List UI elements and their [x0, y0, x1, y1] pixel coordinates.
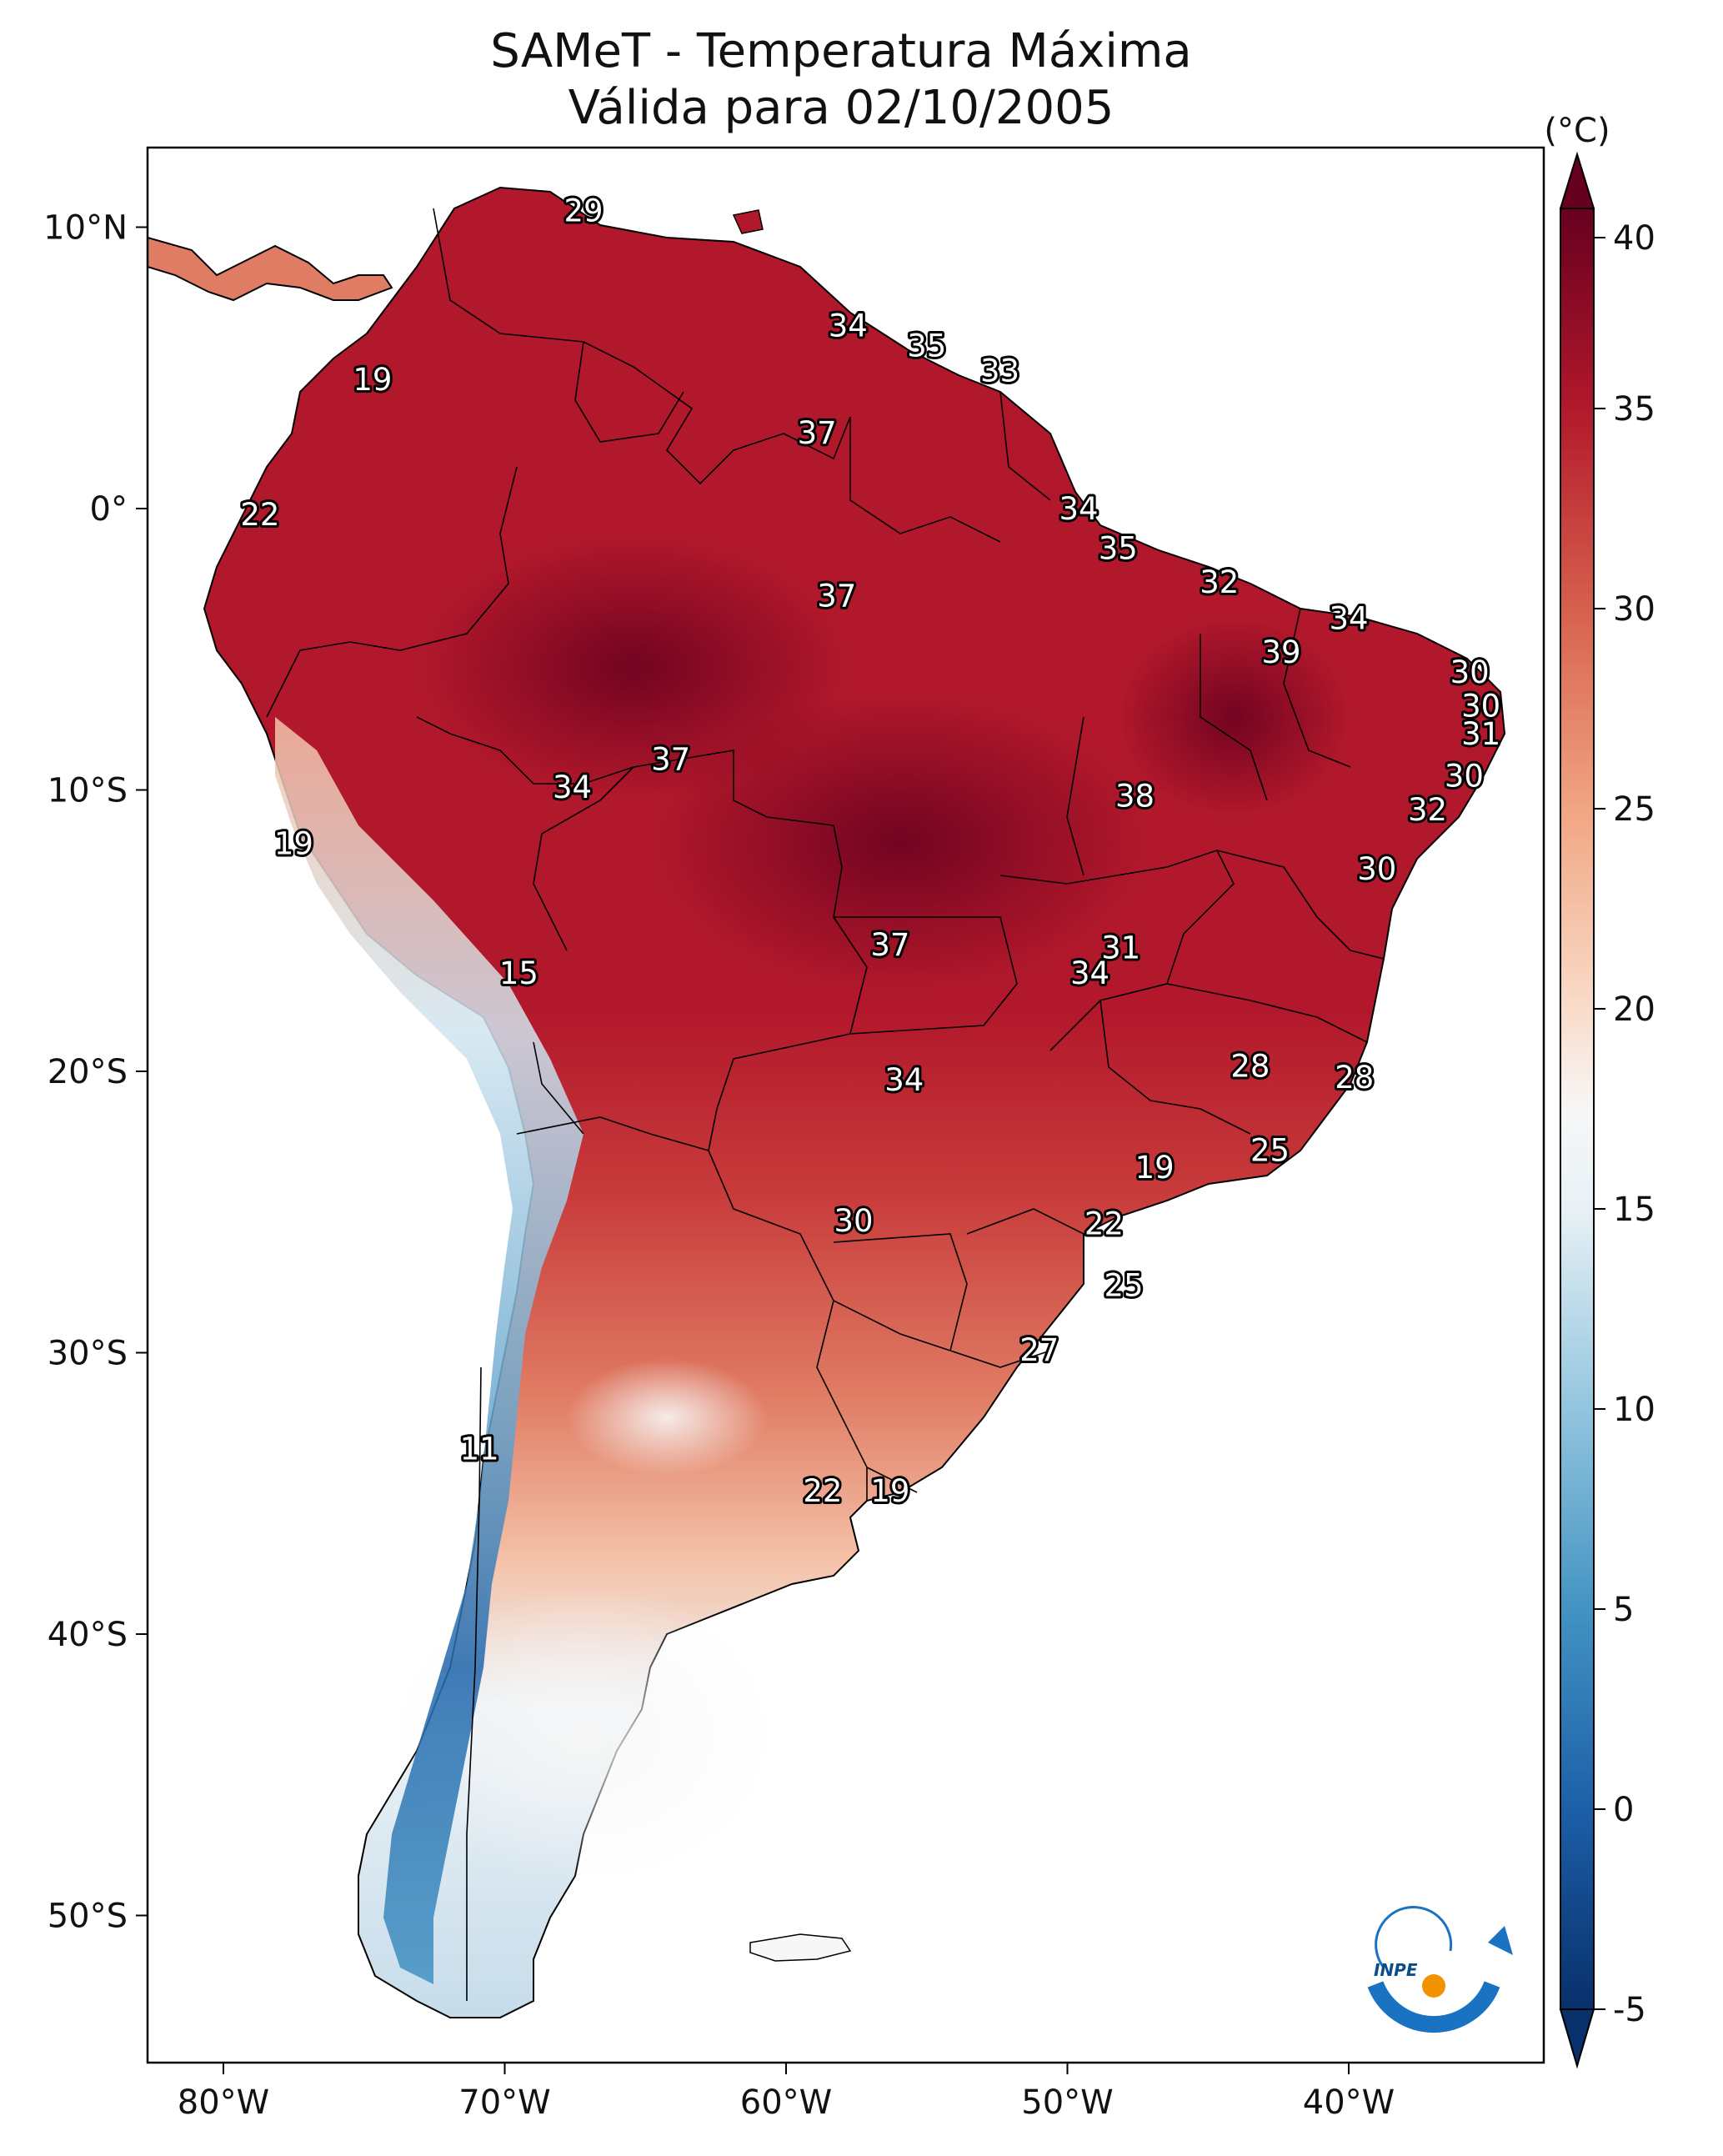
falkland-islands	[749, 1933, 852, 1962]
station-value-label: 25	[1250, 1133, 1290, 1169]
y-axis-ticks: 10°N 0° 10°S 20°S 30°S 40°S 50°S	[43, 209, 148, 1936]
station-value-label: 22	[803, 1473, 842, 1509]
station-value-label: 31	[1461, 716, 1500, 752]
colorbar-min-arrow	[1559, 2008, 1595, 2069]
inpe-logo-icon: INPE	[1367, 1906, 1513, 2033]
station-value-label: 32	[1200, 564, 1239, 600]
station-value-label: 33	[980, 353, 1019, 389]
colorbar-tick-label: 25	[1613, 790, 1655, 829]
colorbar-tick-label: 10	[1613, 1391, 1655, 1429]
map-frame	[146, 146, 1545, 2064]
station-value-label: 38	[1115, 778, 1155, 814]
x-tick-label: 80°W	[178, 2083, 269, 2122]
station-value-label: 30	[1461, 688, 1500, 724]
station-value-label: 28	[1230, 1048, 1270, 1084]
y-tick-label: 10°S	[48, 772, 128, 810]
station-value-label: 30	[1445, 759, 1484, 795]
station-value-label: 34	[1070, 955, 1109, 991]
colorbar-tick-label: 5	[1613, 1591, 1634, 1629]
station-value-label: 31	[1101, 930, 1140, 966]
station-value-label: 32	[1408, 792, 1447, 828]
station-value-label: 35	[1099, 530, 1138, 566]
station-value-label: 19	[353, 362, 392, 398]
colorbar-bar	[1560, 208, 1595, 2010]
station-value-label: 37	[651, 741, 690, 777]
colorbar-tick-label: 0	[1613, 1791, 1634, 1829]
y-tick-label: 40°S	[48, 1616, 128, 1654]
station-value-label: 11	[460, 1431, 499, 1467]
colorbar: (°C) 40 35 30 25 20 15 10 5 0 -5	[1544, 112, 1655, 2069]
station-value-label: 30	[1450, 654, 1490, 690]
colorbar-ticks: 40 35 30 25 20 15 10 5 0 -5	[1594, 219, 1655, 2029]
colorbar-max-arrow	[1559, 151, 1595, 209]
station-value-label: 37	[817, 579, 856, 614]
central-america-strip	[148, 236, 393, 302]
station-value-label: 35	[907, 328, 946, 364]
station-value-label: 37	[798, 415, 837, 451]
station-value-label: 34	[1329, 601, 1368, 637]
x-axis-ticks: 80°W 70°W 60°W 50°W 40°W	[178, 2063, 1395, 2122]
x-tick-label: 60°W	[740, 2083, 832, 2122]
station-value-label: 22	[240, 497, 279, 533]
station-value-label: 39	[1261, 634, 1300, 670]
y-tick-label: 20°S	[48, 1053, 128, 1091]
station-value-label: 25	[1104, 1268, 1143, 1304]
station-value-label: 29	[563, 193, 603, 228]
y-tick-label: 30°S	[48, 1335, 128, 1373]
station-value-label: 19	[870, 1473, 909, 1509]
title-line-2: Válida para 02/10/2005	[568, 81, 1114, 135]
x-tick-label: 50°W	[1021, 2083, 1113, 2122]
trinidad-island	[732, 209, 764, 234]
y-tick-label: 0°	[90, 490, 128, 529]
station-value-label: 34	[553, 770, 592, 805]
colorbar-tick-label: 40	[1613, 219, 1655, 258]
station-value-label: 19	[1135, 1150, 1175, 1186]
station-value-label: 30	[1357, 851, 1396, 887]
station-value-label: 34	[829, 308, 868, 344]
colorbar-tick-label: 20	[1613, 990, 1655, 1029]
station-value-label: 19	[274, 826, 313, 862]
colorbar-units: (°C)	[1544, 112, 1610, 150]
station-value-label: 22	[1084, 1206, 1124, 1241]
station-value-label: 27	[1019, 1332, 1059, 1368]
y-tick-label: 50°S	[48, 1898, 128, 1936]
title-line-1: SAMeT - Temperatura Máxima	[490, 24, 1192, 78]
station-value-label: 30	[834, 1203, 873, 1239]
station-value-label: 37	[870, 927, 909, 963]
station-value-label: 28	[1335, 1060, 1374, 1096]
station-value-label: 15	[499, 955, 538, 991]
colorbar-tick-label: 30	[1613, 590, 1655, 629]
colorbar-tick-label: 15	[1613, 1191, 1655, 1229]
station-value-label: 34	[884, 1062, 924, 1098]
colorbar-tick-label: -5	[1613, 1991, 1646, 2029]
logo-text: INPE	[1374, 1960, 1418, 1980]
x-tick-label: 40°W	[1303, 2083, 1395, 2122]
andes-cold-band	[275, 717, 584, 1984]
y-tick-label: 10°N	[43, 209, 128, 248]
x-tick-label: 70°W	[458, 2083, 550, 2122]
station-value-label: 34	[1059, 491, 1098, 527]
country-borders	[266, 208, 1385, 2001]
colorbar-tick-label: 35	[1613, 390, 1655, 429]
